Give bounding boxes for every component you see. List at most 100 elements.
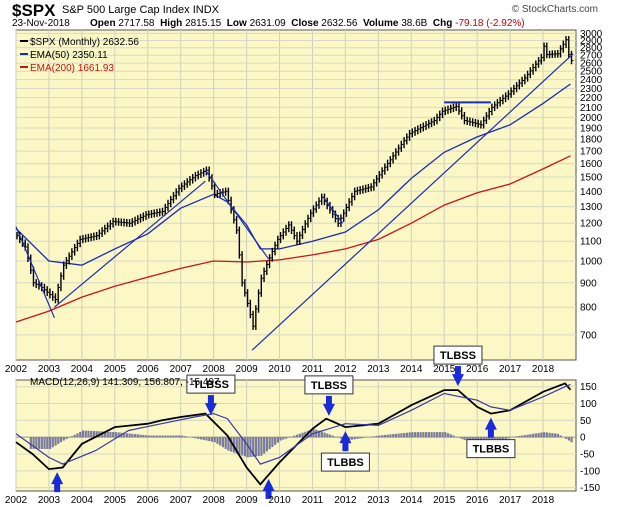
y-tick-label: 1900	[580, 124, 603, 135]
close-value: 2632.56	[321, 18, 358, 29]
x-tick-label: 2010	[268, 364, 291, 375]
annotation-label: TLBSS	[311, 380, 347, 392]
histogram-bar	[427, 432, 430, 438]
histogram-bar	[268, 437, 271, 450]
annotation-label: TLBBS	[327, 457, 364, 469]
y-tick-label: 2200	[580, 93, 603, 104]
x-tick-label: 2015	[433, 495, 456, 506]
histogram-bar	[345, 437, 348, 441]
histogram-bar	[381, 435, 384, 438]
histogram-bar	[252, 437, 255, 457]
histogram-bar	[460, 437, 463, 439]
histogram-bar	[109, 431, 112, 438]
y-tick-label: 150	[580, 382, 597, 393]
y-tick-label: 2400	[580, 75, 603, 86]
histogram-bar	[29, 437, 32, 449]
histogram-bar	[243, 437, 247, 457]
histogram-bar	[441, 432, 444, 438]
histogram-bar	[375, 435, 378, 438]
histogram-bar	[298, 433, 301, 438]
high-value: 2815.15	[185, 18, 222, 29]
histogram-bar	[383, 434, 387, 438]
histogram-bar	[386, 434, 389, 438]
histogram-bar	[501, 437, 505, 441]
x-tick-label: 2008	[203, 364, 226, 375]
down-arrow	[204, 403, 217, 416]
x-tick-label: 2012	[334, 364, 357, 375]
legend-macd: MACD(12,26,9) 141.309, 156.807, -15.497	[30, 377, 220, 388]
histogram-bar	[194, 437, 197, 439]
histogram-bar	[485, 437, 488, 446]
histogram-bar	[62, 437, 65, 441]
histogram-bar	[183, 436, 186, 438]
histogram-bar	[169, 435, 172, 438]
legend-price: $SPX (Monthly) 2632.56	[30, 37, 139, 48]
y-tick-label: 2500	[580, 67, 603, 78]
histogram-bar	[309, 429, 312, 438]
y-tick-label: 2000	[580, 113, 603, 124]
histogram-bar	[389, 434, 392, 438]
annotation-box	[433, 345, 483, 365]
up-arrow	[484, 417, 497, 430]
histogram-bar	[496, 437, 499, 444]
annotation-label: TLBBS	[473, 444, 510, 456]
low-value: 2631.09	[249, 18, 286, 29]
x-tick-label: 2008	[203, 495, 226, 506]
histogram-bar	[397, 433, 400, 438]
y-tick-label: 1700	[580, 147, 603, 158]
y-tick-label: -150	[580, 483, 600, 494]
histogram-bar	[290, 436, 293, 438]
x-tick-label: 2017	[499, 364, 522, 375]
histogram-bar	[158, 435, 161, 438]
histogram-bar	[315, 429, 318, 438]
histogram-bar	[186, 436, 189, 438]
ema-line-200	[15, 155, 571, 323]
annotation-box	[186, 374, 236, 394]
histogram-bar	[79, 431, 82, 438]
histogram-bar	[543, 432, 546, 438]
histogram-bar	[526, 434, 529, 438]
histogram-bar	[246, 437, 249, 458]
x-tick-label: 2003	[38, 495, 61, 506]
histogram-bar	[356, 437, 359, 439]
histogram-bar	[534, 433, 538, 438]
histogram-bar	[238, 437, 241, 455]
histogram-bar	[123, 432, 126, 438]
histogram-bar	[545, 432, 549, 438]
histogram-bar	[175, 435, 178, 438]
histogram-bar	[438, 432, 441, 438]
y-tick-label: 1300	[580, 202, 603, 213]
x-tick-label: 2003	[38, 364, 61, 375]
histogram-bar	[515, 436, 518, 438]
histogram-bar	[232, 437, 236, 453]
histogram-bar	[504, 437, 507, 440]
x-tick-label: 2018	[532, 364, 555, 375]
histogram-bar	[444, 432, 447, 438]
histogram-bar	[202, 437, 205, 440]
histogram-bar	[452, 435, 455, 438]
histogram-bar	[306, 430, 310, 438]
x-tick-label: 2014	[400, 364, 423, 375]
histogram-bar	[224, 437, 227, 449]
histogram-bar	[166, 435, 170, 438]
histogram-bar	[131, 433, 134, 438]
histogram-bar	[293, 435, 296, 438]
symbol: $SPX	[12, 1, 56, 20]
x-tick-label: 2004	[71, 495, 94, 506]
histogram-bar	[43, 437, 46, 449]
x-tick-label: 2011	[302, 364, 324, 375]
legend-ema50: EMA(50) 2350.11	[30, 50, 108, 61]
y-tick-label: 2600	[580, 59, 603, 70]
histogram-bar	[32, 437, 35, 449]
x-tick-label: 2009	[235, 495, 258, 506]
y-tick-label: 2700	[580, 51, 603, 62]
histogram-bar	[372, 436, 376, 438]
x-tick-label: 2007	[170, 364, 193, 375]
histogram-bar	[328, 434, 332, 438]
histogram-bar	[554, 433, 557, 438]
histogram-bar	[112, 431, 115, 438]
histogram-bar	[114, 432, 118, 438]
x-tick-label: 2004	[71, 364, 94, 375]
histogram-bar	[197, 437, 200, 439]
